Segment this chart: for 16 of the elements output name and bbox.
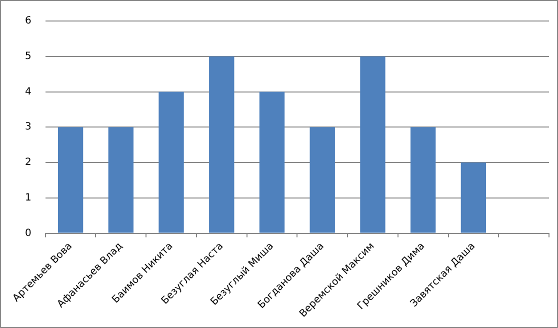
bar — [58, 127, 84, 233]
bar — [158, 92, 184, 233]
bar — [259, 92, 285, 233]
bar — [360, 56, 386, 233]
y-tick-label: 0 — [24, 228, 32, 239]
bar — [310, 127, 335, 233]
y-tick-label: 1 — [24, 192, 32, 204]
bar — [460, 162, 486, 233]
y-tick-label: 2 — [24, 157, 32, 168]
y-tick-label: 6 — [24, 16, 32, 27]
bar — [209, 56, 234, 233]
bar — [410, 127, 436, 233]
bar — [108, 127, 134, 233]
y-tick-label: 4 — [24, 86, 32, 98]
y-tick-label: 3 — [24, 122, 32, 133]
y-tick-label: 5 — [24, 50, 32, 62]
